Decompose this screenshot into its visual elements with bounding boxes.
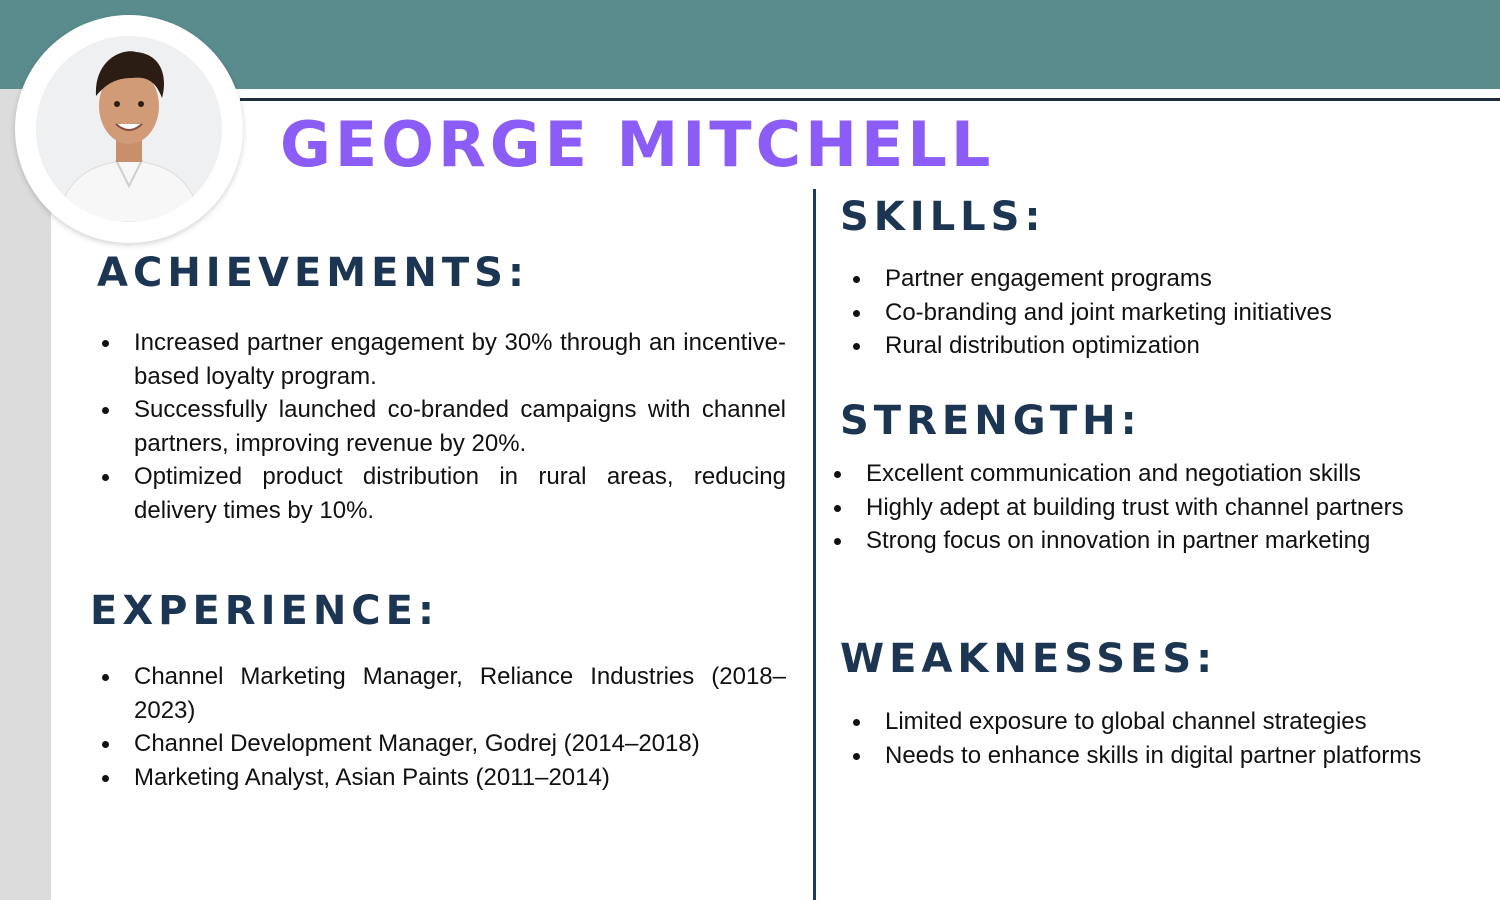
list-item: Successfully launched co-branded campaig… bbox=[98, 393, 786, 460]
achievements-heading: ACHIEVEMENTS: bbox=[97, 250, 529, 296]
list-item: Limited exposure to global channel strat… bbox=[849, 705, 1475, 739]
candidate-name: GEORGE MITCHELL bbox=[280, 108, 995, 181]
column-divider bbox=[813, 189, 816, 900]
side-stripe bbox=[0, 89, 51, 900]
list-item: Co-branding and joint marketing initiati… bbox=[849, 296, 1475, 330]
skills-heading: SKILLS: bbox=[840, 194, 1046, 240]
list-item: Needs to enhance skills in digital partn… bbox=[849, 739, 1475, 773]
experience-list: Channel Marketing Manager, Reliance Indu… bbox=[98, 660, 786, 794]
list-item: Highly adept at building trust with chan… bbox=[830, 491, 1500, 525]
weaknesses-list: Limited exposure to global channel strat… bbox=[849, 705, 1475, 772]
strength-list: Excellent communication and negotiation … bbox=[830, 457, 1500, 558]
achievements-list: Increased partner engagement by 30% thro… bbox=[98, 326, 786, 527]
list-item: Channel Development Manager, Godrej (201… bbox=[98, 727, 786, 761]
experience-heading: EXPERIENCE: bbox=[90, 588, 439, 634]
list-item: Channel Marketing Manager, Reliance Indu… bbox=[98, 660, 786, 727]
header-band bbox=[0, 0, 1500, 89]
list-item: Partner engagement programs bbox=[849, 262, 1475, 296]
avatar bbox=[15, 15, 243, 243]
weaknesses-heading: WEAKNESSES: bbox=[840, 636, 1218, 682]
profile-photo bbox=[36, 36, 222, 222]
list-item: Optimized product distribution in rural … bbox=[98, 460, 786, 527]
list-item: Excellent communication and negotiation … bbox=[830, 457, 1500, 491]
list-item: Increased partner engagement by 30% thro… bbox=[98, 326, 786, 393]
skills-list: Partner engagement programs Co-branding … bbox=[849, 262, 1475, 363]
list-item: Marketing Analyst, Asian Paints (2011–20… bbox=[98, 761, 786, 795]
list-item: Rural distribution optimization bbox=[849, 329, 1475, 363]
list-item: Strong focus on innovation in partner ma… bbox=[830, 524, 1500, 558]
header-rule bbox=[240, 98, 1500, 101]
strength-heading: STRENGTH: bbox=[840, 398, 1142, 444]
